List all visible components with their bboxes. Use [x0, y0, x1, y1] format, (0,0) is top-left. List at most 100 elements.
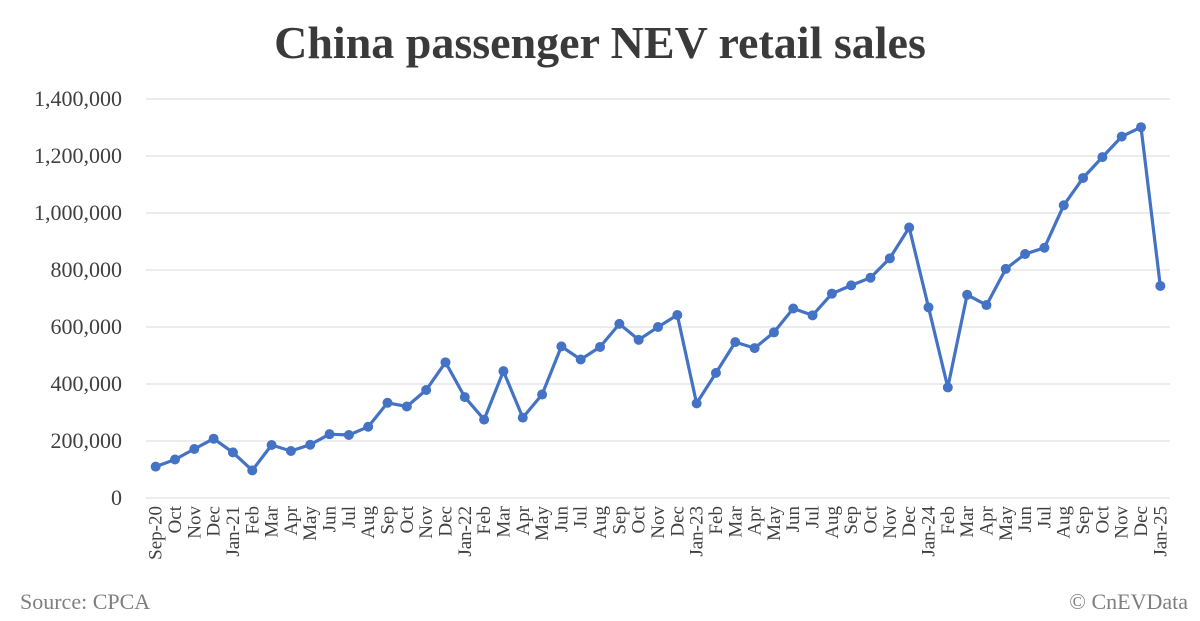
x-tick-label: Aug [358, 506, 379, 539]
data-point [189, 443, 200, 454]
data-point [884, 253, 895, 264]
x-tick-label: Mar [493, 505, 514, 537]
x-tick-label: Jul [803, 506, 824, 528]
x-tick-label: Jul [339, 506, 360, 528]
data-point [846, 280, 857, 291]
data-point [459, 392, 470, 403]
data-point [537, 389, 548, 400]
source-note: Source: CPCA [20, 589, 150, 614]
x-tick-label: Feb [474, 506, 495, 535]
data-point [169, 454, 180, 465]
data-point [730, 337, 741, 348]
copyright-note: © CnEVData [1069, 589, 1188, 614]
data-point [595, 341, 606, 352]
data-point [498, 366, 509, 377]
x-tick-label: Nov [648, 506, 669, 539]
x-tick-label: Apr [281, 505, 302, 535]
data-point [633, 334, 644, 345]
x-tick-label: Nov [184, 506, 205, 539]
data-point [653, 322, 663, 332]
x-tick-label: Dec [1131, 506, 1152, 537]
data-point [1136, 122, 1147, 133]
x-tick-label: May [300, 506, 321, 541]
grid-lines [146, 98, 1170, 499]
x-tick-label: Aug [822, 506, 843, 539]
x-tick-label: Dec [667, 506, 688, 537]
series-line [154, 125, 1162, 472]
x-tick-label: Sep [1073, 506, 1094, 535]
x-tick-label: Jan-24 [918, 506, 939, 557]
x-tick-label: Jan-22 [455, 506, 476, 557]
x-tick-label: Sep [378, 506, 399, 535]
data-point [1039, 242, 1050, 253]
y-tick-label: 1,200,000 [34, 143, 122, 168]
data-point [247, 465, 258, 476]
data-point [788, 303, 799, 314]
x-tick-label: Jun [1015, 506, 1036, 533]
data-point [517, 412, 528, 423]
data-point [150, 461, 161, 472]
data-point [305, 439, 316, 450]
data-point [691, 398, 702, 409]
data-point [768, 327, 779, 338]
data-point [208, 433, 219, 444]
data-point [1078, 172, 1089, 183]
chart-title: China passenger NEV retail sales [274, 17, 926, 68]
data-point [556, 341, 567, 352]
data-point [672, 310, 683, 321]
data-point [1155, 280, 1166, 291]
y-tick-label: 0 [111, 485, 122, 510]
x-tick-label: Mar [957, 505, 978, 537]
data-point [981, 300, 992, 311]
x-tick-label: May [764, 506, 785, 541]
x-tick-label: Oct [165, 505, 186, 533]
x-tick-label: Sep [609, 506, 630, 535]
x-tick-label: Aug [1054, 506, 1075, 539]
x-tick-label: Oct [861, 505, 882, 533]
x-tick-label: Jun [783, 506, 804, 533]
data-point [343, 430, 354, 441]
data-point [440, 357, 451, 368]
x-tick-label: Feb [242, 506, 263, 535]
data-point [710, 367, 721, 378]
data-point [1000, 263, 1011, 274]
data-point [865, 272, 876, 283]
x-tick-label: Dec [899, 506, 920, 537]
y-tick-label: 800,000 [51, 257, 123, 282]
data-point [266, 439, 277, 450]
y-tick-label: 1,000,000 [34, 200, 122, 225]
y-tick-label: 600,000 [51, 314, 123, 339]
x-tick-label: Jul [1034, 506, 1055, 528]
x-tick-label: Dec [204, 506, 225, 537]
x-tick-label: Jun [551, 506, 572, 533]
x-tick-label: Oct [397, 505, 418, 533]
x-tick-label: Jul [571, 506, 592, 528]
x-tick-label: Apr [976, 505, 997, 535]
data-point [826, 288, 837, 299]
data-point [401, 401, 412, 412]
data-point [479, 414, 490, 425]
x-tick-label: Nov [1112, 506, 1133, 539]
data-point [923, 302, 934, 313]
data-point [285, 445, 296, 456]
x-tick-label: Dec [435, 506, 456, 537]
y-tick-label: 400,000 [51, 371, 123, 396]
x-tick-label: Sep [841, 506, 862, 535]
data-point [324, 429, 335, 440]
x-tick-label: Mar [725, 505, 746, 537]
x-tick-label: Jan-25 [1150, 506, 1171, 557]
data-point [904, 222, 915, 233]
data-point [1116, 131, 1127, 142]
x-tick-label: Feb [706, 506, 727, 535]
x-tick-label: Jun [320, 506, 341, 533]
x-tick-label: Mar [262, 505, 283, 537]
x-tick-label: Oct [629, 505, 650, 533]
x-tick-label: Apr [745, 505, 766, 535]
x-tick-label: Jan-21 [223, 506, 244, 557]
x-tick-label: Sep-20 [146, 506, 167, 560]
data-point [942, 382, 953, 393]
x-tick-label: Nov [416, 506, 437, 539]
data-point [807, 310, 818, 321]
x-tick-label: Oct [1092, 505, 1113, 533]
